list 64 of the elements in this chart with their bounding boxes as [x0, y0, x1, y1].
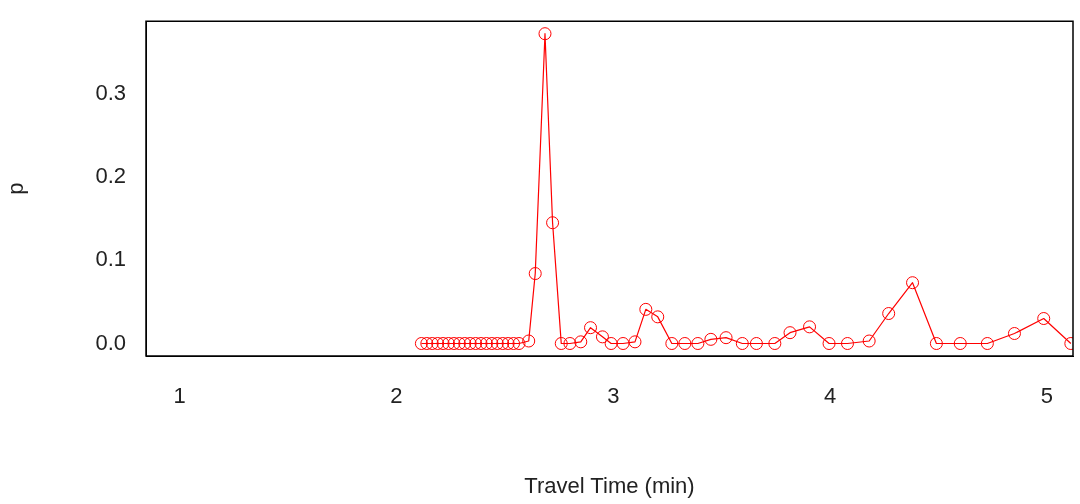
point — [507, 337, 521, 351]
point — [678, 337, 692, 351]
point — [474, 337, 488, 351]
point — [469, 337, 483, 351]
point — [425, 337, 439, 351]
point — [420, 337, 434, 351]
point — [538, 27, 552, 41]
x-tick-label: 3 — [607, 383, 620, 409]
point — [563, 337, 577, 351]
point — [882, 307, 896, 321]
point — [953, 337, 967, 351]
point — [719, 331, 733, 345]
point — [768, 337, 782, 351]
point — [803, 320, 817, 334]
y-tick-label: 0.3 — [95, 79, 126, 105]
point — [704, 332, 718, 346]
point — [463, 337, 477, 351]
point — [639, 302, 653, 316]
point — [980, 337, 994, 351]
point — [749, 337, 763, 351]
point — [822, 337, 836, 351]
point — [929, 337, 943, 351]
point — [665, 337, 679, 351]
point — [414, 337, 428, 351]
point — [490, 337, 504, 351]
point — [906, 276, 920, 290]
point — [783, 326, 797, 340]
point — [595, 330, 609, 344]
point — [512, 337, 526, 351]
point — [546, 216, 560, 230]
point — [616, 337, 630, 351]
point — [651, 310, 665, 324]
point — [485, 337, 499, 351]
point — [501, 337, 515, 351]
x-axis-title: Travel Time (min) — [524, 472, 695, 498]
x-tick-label: 5 — [1040, 383, 1054, 409]
point — [1037, 312, 1051, 326]
y-tick-label: 0.2 — [95, 163, 126, 188]
point — [628, 335, 642, 349]
x-tick-label: 1 — [173, 383, 186, 409]
point — [574, 335, 588, 349]
point — [436, 337, 450, 351]
point — [735, 337, 749, 351]
point — [840, 337, 854, 351]
point — [452, 337, 466, 351]
point — [584, 321, 598, 335]
point — [522, 334, 536, 348]
point — [496, 337, 510, 351]
point — [442, 337, 455, 351]
y-tick-label: 0.0 — [95, 329, 126, 355]
x-tick-label: 2 — [390, 383, 403, 409]
point — [458, 337, 472, 351]
x-tick-label: 4 — [824, 383, 837, 409]
point — [479, 337, 493, 351]
point — [604, 337, 618, 351]
point — [528, 267, 542, 281]
point — [554, 337, 568, 351]
point — [862, 334, 876, 348]
point — [691, 337, 705, 351]
point — [431, 337, 445, 351]
y-axis-title: p — [3, 182, 29, 195]
point — [1007, 327, 1021, 341]
point — [447, 337, 461, 351]
y-tick-label: 0.1 — [95, 246, 126, 272]
